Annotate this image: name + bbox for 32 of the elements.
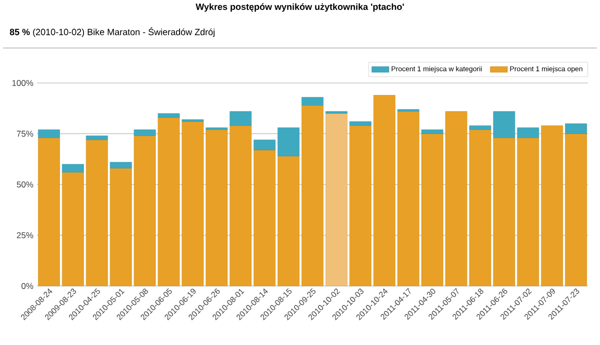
bar xyxy=(158,113,180,118)
bar xyxy=(565,134,587,286)
bar xyxy=(326,113,348,286)
bar xyxy=(110,162,132,168)
bar xyxy=(86,136,108,140)
chart-subtitle: 85 % (2010-10-02) Bike Maraton - Świeradów Zdrój xyxy=(10,27,214,37)
bar xyxy=(302,105,324,286)
bar xyxy=(182,119,204,122)
chart-title: Wykres postępów wyników użytkownika 'ptacho' xyxy=(196,3,404,12)
bar xyxy=(349,125,372,286)
bar xyxy=(541,125,563,286)
bar xyxy=(62,172,84,286)
y-tick-label: 75% xyxy=(16,130,34,137)
y-tick-label: 25% xyxy=(16,232,34,238)
bar xyxy=(134,130,156,136)
bar xyxy=(230,111,252,126)
bar xyxy=(38,138,60,286)
y-tick-label: 0% xyxy=(22,282,34,289)
bar xyxy=(349,121,372,126)
bar xyxy=(565,123,587,134)
y-tick-label: 100% xyxy=(12,80,34,86)
bar xyxy=(326,111,348,114)
bar xyxy=(62,164,84,172)
bar xyxy=(38,130,60,138)
bar xyxy=(421,130,444,134)
bar xyxy=(254,150,276,286)
bar xyxy=(278,128,300,156)
bar xyxy=(254,140,276,150)
bar xyxy=(302,97,324,106)
y-tick-label: 50% xyxy=(16,181,34,188)
bar xyxy=(278,156,300,286)
bar xyxy=(397,109,420,112)
